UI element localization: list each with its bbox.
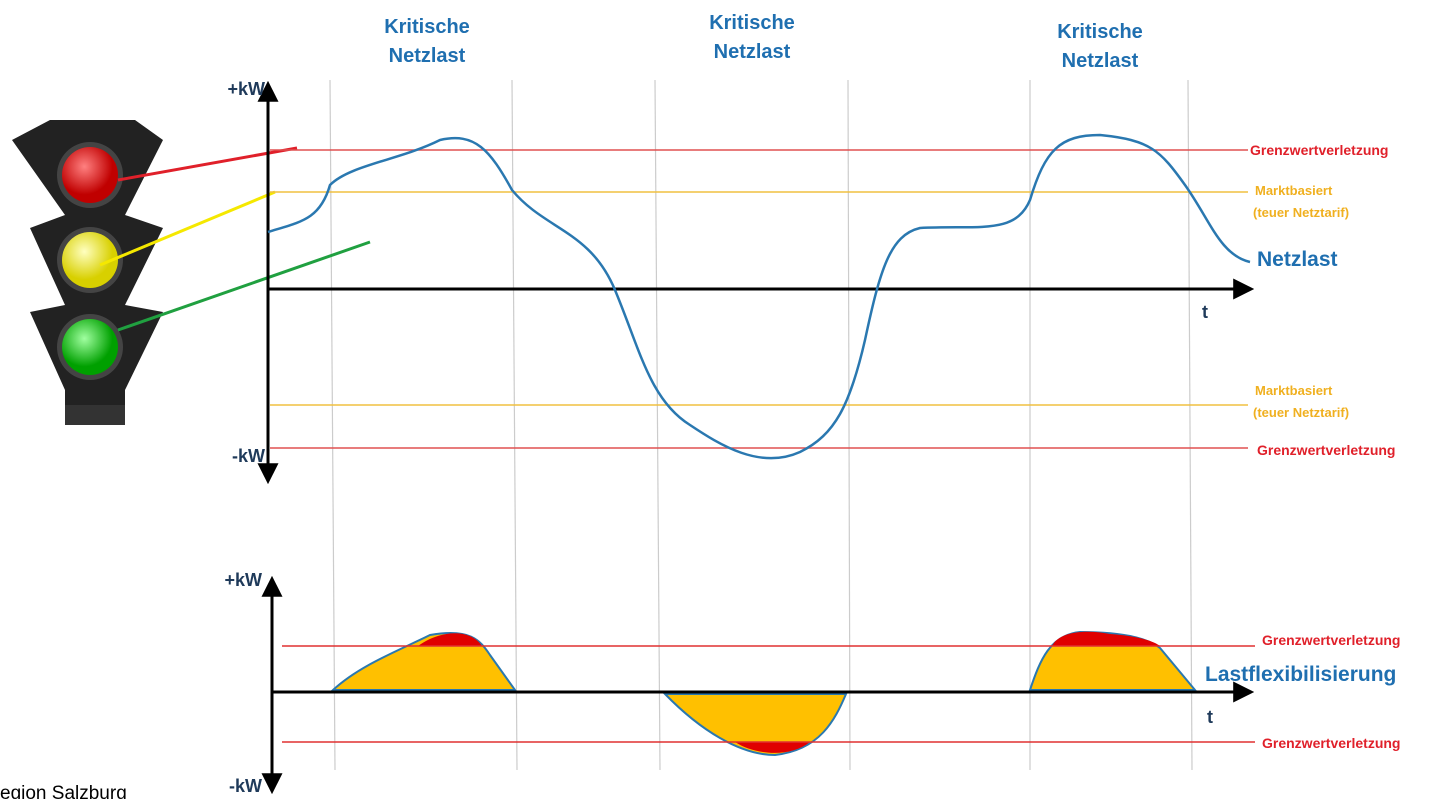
threshold-sublabel: (teuer Netztarif) (1253, 205, 1349, 220)
upper-chart: +kW -kW t Netzlast Grenzwertverletzung M… (227, 79, 1395, 485)
y-label: +kW (227, 79, 265, 99)
threshold-label: Grenzwertverletzung (1250, 142, 1388, 158)
separators (329, 79, 1193, 771)
y-label: -kW (229, 776, 262, 796)
threshold-label: Grenzwertverletzung (1257, 442, 1395, 458)
header-label: Kritische (709, 12, 795, 34)
y-label: -kW (232, 446, 265, 466)
header-label: Netzlast (714, 41, 791, 63)
header-label: Kritische (1057, 21, 1143, 43)
curve-label: Netzlast (1257, 248, 1338, 271)
threshold-sublabel: (teuer Netztarif) (1253, 405, 1349, 420)
threshold-label: Marktbasiert (1255, 183, 1333, 198)
lower-chart: +kW -kW t Lastflexibilisierung Grenzwert… (224, 570, 1400, 796)
curve-label: Lastflexibilisierung (1205, 663, 1396, 686)
threshold-label: Grenzwertverletzung (1262, 632, 1400, 648)
traffic-light (12, 120, 371, 425)
header-label: Netzlast (1062, 50, 1139, 72)
x-label: t (1202, 302, 1208, 322)
threshold-label: Marktbasiert (1255, 383, 1333, 398)
header-label: Netzlast (389, 45, 466, 67)
header-label: Kritische (384, 16, 470, 38)
y-label: +kW (224, 570, 262, 590)
x-label: t (1207, 707, 1213, 727)
threshold-label: Grenzwertverletzung (1262, 735, 1400, 751)
footer: egion Salzburg (0, 783, 127, 799)
